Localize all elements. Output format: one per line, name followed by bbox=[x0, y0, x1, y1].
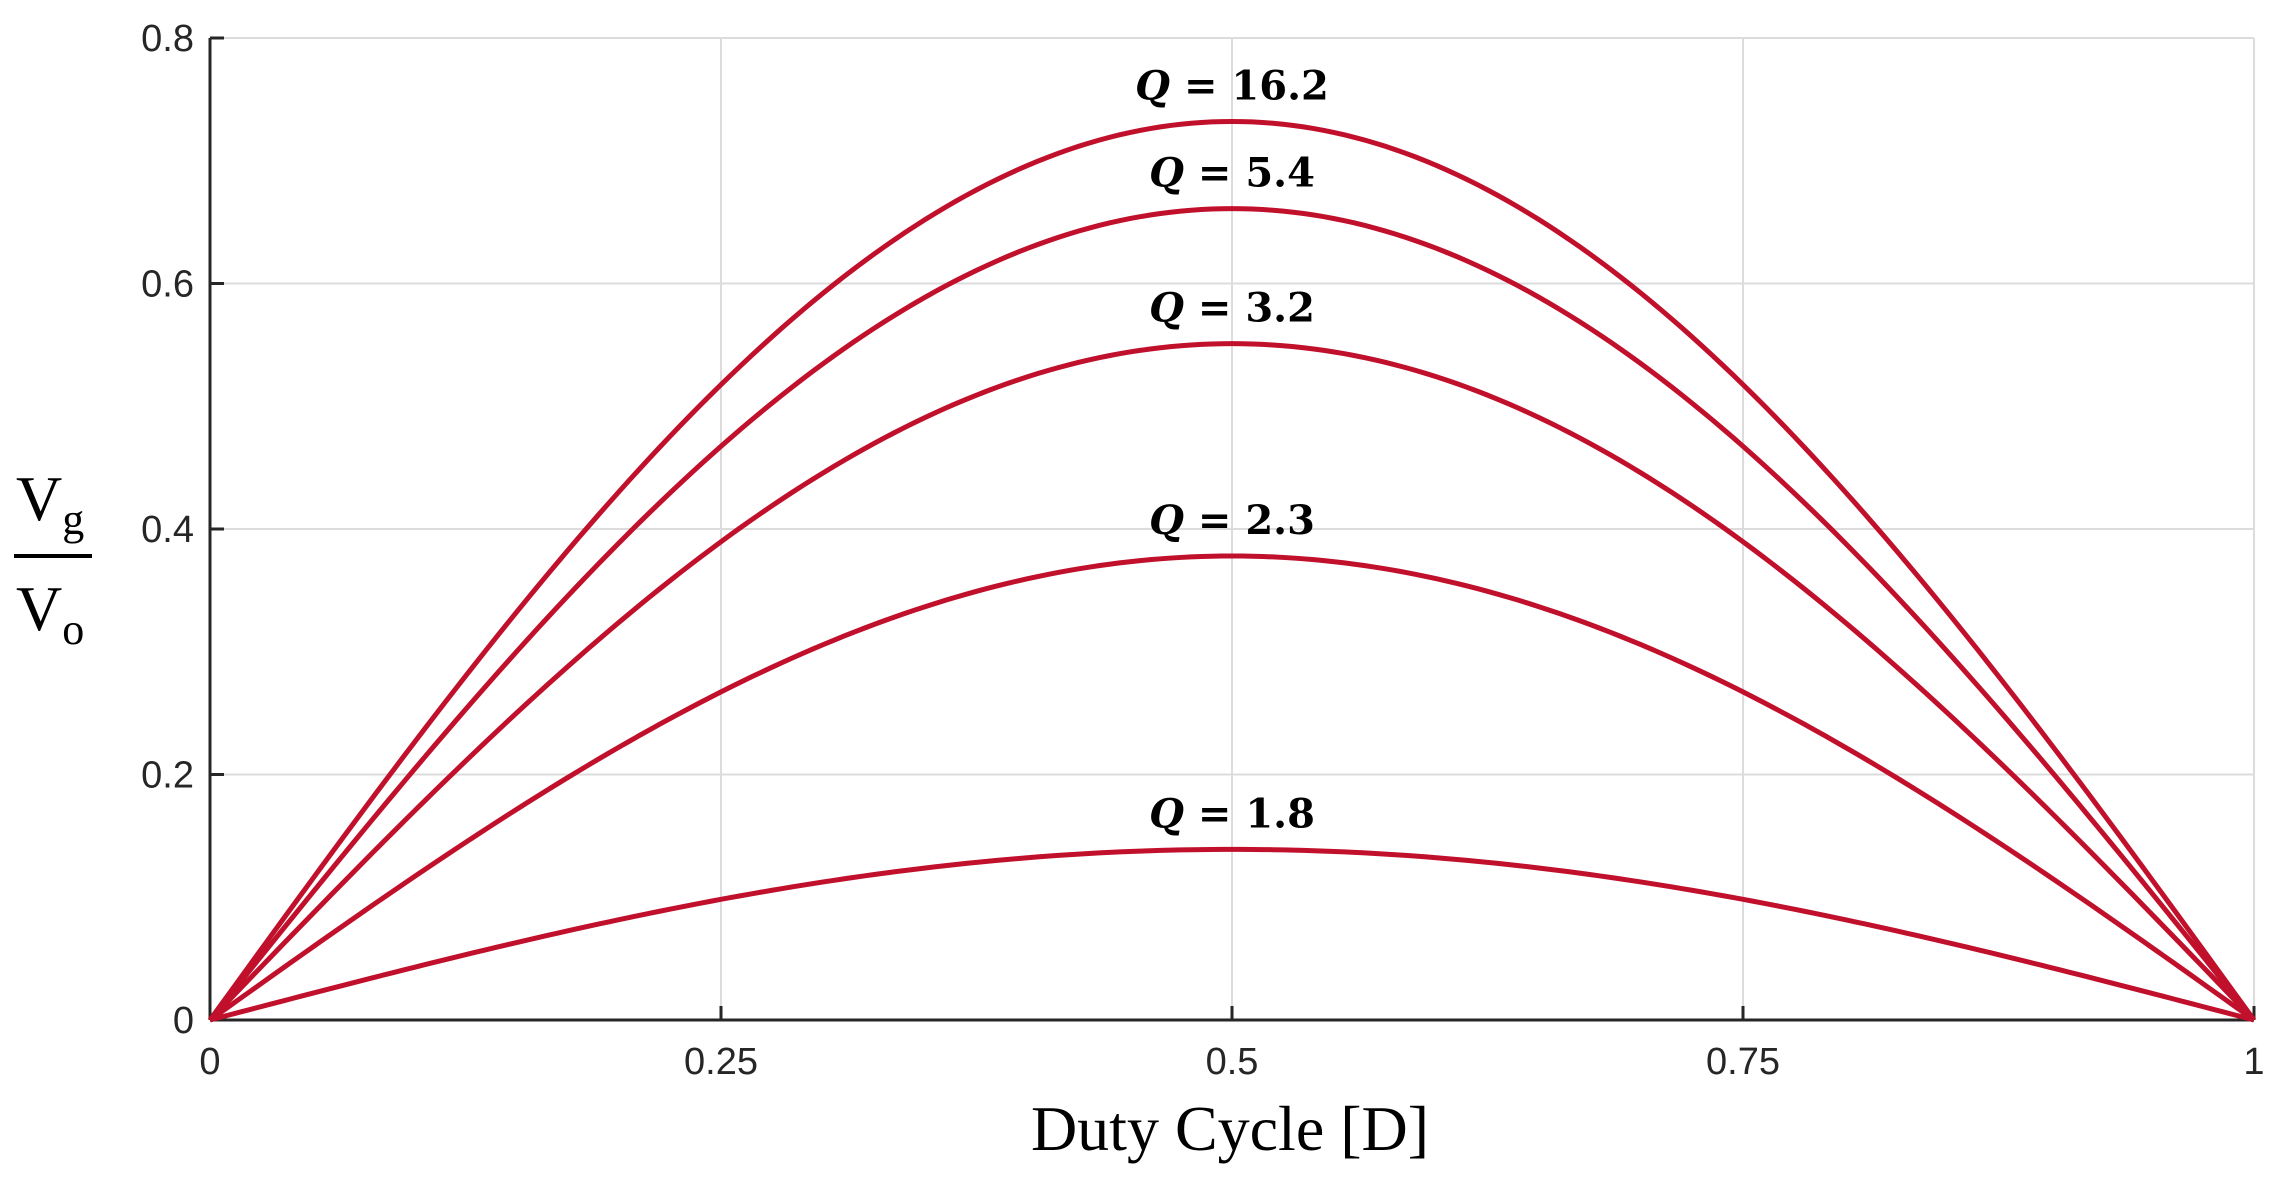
series-label-2: Q = 5.4 bbox=[1149, 150, 1315, 197]
series-label-value: = 3.2 bbox=[1198, 285, 1315, 332]
series-label-3: Q = 3.2 bbox=[1149, 285, 1315, 332]
x-tick-label: 0.75 bbox=[1706, 1041, 1780, 1083]
x-tick-label: 1 bbox=[2243, 1041, 2264, 1083]
y-axis-numerator: Vg bbox=[16, 463, 84, 544]
y-tick-label: 0.4 bbox=[141, 509, 194, 551]
series-label-value: = 16.2 bbox=[1184, 62, 1329, 109]
series-label-q: Q bbox=[1149, 790, 1184, 837]
series-label-value: = 5.4 bbox=[1198, 150, 1315, 197]
series-labels: Q = 16.2Q = 5.4Q = 3.2Q = 2.3Q = 1.8 bbox=[1135, 62, 1329, 837]
series-label-value: = 1.8 bbox=[1198, 790, 1315, 837]
y-tick-label: 0.8 bbox=[141, 18, 194, 60]
series-label-q: Q bbox=[1149, 497, 1184, 544]
y-axis-title: Vg Vo bbox=[14, 463, 92, 654]
series-line-1 bbox=[207, 118, 2257, 1022]
y-tick-label: 0.6 bbox=[141, 264, 194, 306]
y-axis-denominator: Vo bbox=[16, 573, 84, 654]
y-tick-label: 0.2 bbox=[141, 755, 194, 797]
series-line-4 bbox=[208, 553, 2256, 1023]
axes bbox=[208, 36, 2256, 1022]
series-lines bbox=[207, 118, 2257, 1023]
series-label-5: Q = 1.8 bbox=[1149, 790, 1315, 837]
series-label-q: Q bbox=[1149, 285, 1184, 332]
series-label-q: Q bbox=[1149, 150, 1184, 197]
tick-labels: 0 0.25 0.5 0.75 1 0 0.2 0.4 0.6 0.8 bbox=[141, 18, 2264, 1083]
series-line-3 bbox=[208, 341, 2256, 1022]
series-label-1: Q = 16.2 bbox=[1135, 62, 1329, 109]
series-label-q: Q bbox=[1135, 62, 1170, 109]
y-tick-label: 0 bbox=[173, 1000, 194, 1042]
series-label-value: = 2.3 bbox=[1198, 497, 1315, 544]
series-line-2 bbox=[208, 206, 2256, 1022]
x-tick-label: 0 bbox=[199, 1041, 220, 1083]
x-axis-title: Duty Cycle [D] bbox=[1031, 1093, 1429, 1164]
series-line-5 bbox=[209, 846, 2255, 1023]
x-tick-label: 0.5 bbox=[1206, 1041, 1259, 1083]
x-tick-label: 0.25 bbox=[684, 1041, 758, 1083]
series-label-4: Q = 2.3 bbox=[1149, 497, 1315, 544]
